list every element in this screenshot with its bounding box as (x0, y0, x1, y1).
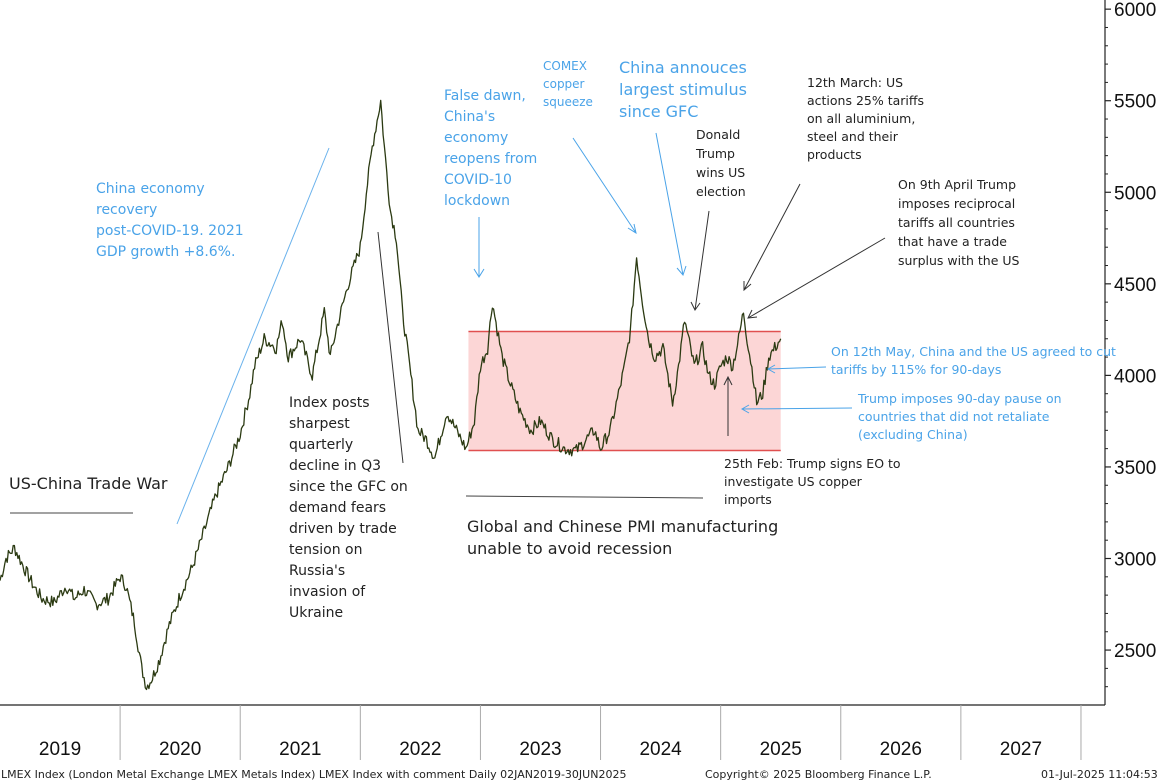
price-line (0, 99, 782, 691)
y-tick-label: 2500 (1114, 641, 1156, 662)
footer-copyright: Copyright© 2025 Bloomberg Finance L.P. (705, 768, 932, 781)
false-dawn-arrow (473, 217, 485, 278)
y-tick-label: 5500 (1114, 92, 1156, 113)
annotation-may-cut: On 12th May, China and the US agreed to … (831, 344, 1120, 377)
y-tick-label: 4500 (1114, 275, 1156, 296)
y-tick-label: 5000 (1114, 183, 1156, 204)
annotation-april-tariffs: On 9th April Trump imposes reciprocal ta… (898, 177, 1020, 268)
pmi-underline (465, 495, 704, 499)
annotation-pause: Trump imposes 90-day pause on countries … (857, 391, 1066, 442)
year-label: 2023 (519, 739, 561, 760)
feb-arrow (723, 375, 733, 436)
annotation-arrows (10, 132, 886, 525)
april-arrow (747, 237, 886, 319)
year-label: 2026 (880, 739, 922, 760)
stimulus-arrow (655, 132, 687, 276)
year-label: 2025 (760, 739, 802, 760)
y-tick-label: 3000 (1114, 550, 1156, 571)
annotation-recovery: China economy recovery post-COVID-19. 20… (96, 181, 248, 260)
year-label: 2021 (279, 739, 321, 760)
decline-pointer (377, 231, 404, 464)
annotation-pmi: Global and Chinese PMI manufacturing una… (467, 517, 783, 558)
may-arrow (766, 364, 827, 374)
year-label: 2027 (1000, 739, 1042, 760)
annotation-trade-war: US-China Trade War (9, 474, 168, 493)
x-axis-ticks: 2019 2020 2021 2022 2023 2024 2025 2026 2027 (39, 705, 1082, 760)
comex-arrow (572, 137, 637, 235)
annotation-march-tariffs: 12th March: US actions 25% tariffs on al… (807, 75, 928, 162)
annotation-stimulus: China annouces largest stimulus since GF… (619, 58, 752, 121)
price-line-layer (0, 99, 782, 691)
annotation-trump-wins: Donald Trump wins US election (695, 127, 749, 199)
annotation-feb-eo: 25th Feb: Trump signs EO to investigate … (724, 456, 905, 507)
pause-arrow (740, 404, 853, 414)
y-axis-ticks: 2500 3000 3500 4000 4500 5000 5500 6000 (1105, 0, 1156, 688)
year-label: 2024 (639, 739, 682, 760)
footer-index-description: LMEX Index (London Metal Exchange LMEX M… (1, 768, 626, 781)
y-tick-label: 6000 (1114, 0, 1156, 21)
annotation-false-dawn: False dawn, China's economy reopens from… (444, 88, 542, 209)
y-tick-label: 4000 (1114, 366, 1156, 387)
annotation-comex: COMEX copper squeeze (543, 59, 593, 109)
year-label: 2020 (159, 739, 201, 760)
trump-wins-arrow (690, 210, 710, 311)
range-band-layer (468, 330, 781, 452)
march-arrow (743, 183, 801, 292)
annotation-index-decline: Index posts sharpest quarterly decline i… (289, 395, 412, 621)
recovery-trend-line (176, 147, 330, 525)
footer-timestamp: 01-Jul-2025 11:04:53 (1041, 768, 1157, 781)
year-label: 2019 (39, 739, 81, 760)
year-label: 2022 (399, 739, 441, 760)
range-band (468, 331, 781, 451)
y-tick-label: 3500 (1114, 458, 1156, 479)
